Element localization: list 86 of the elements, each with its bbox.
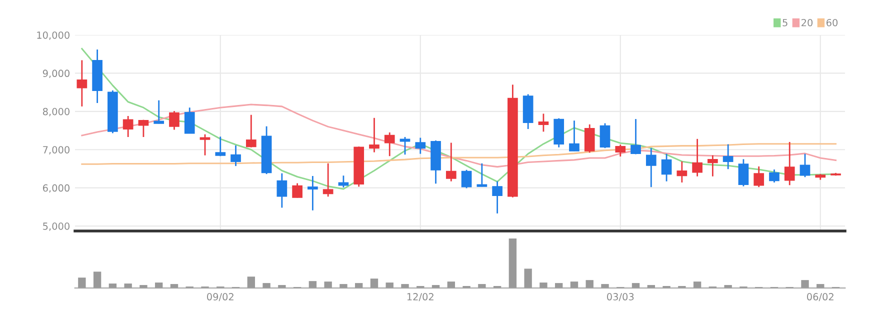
candlestick: [308, 175, 318, 212]
candlestick: [754, 166, 764, 188]
bar: [370, 278, 378, 288]
bar: [540, 282, 548, 288]
bar: [724, 285, 732, 288]
bar: [801, 280, 809, 288]
bar: [308, 281, 317, 288]
bar: [601, 284, 609, 288]
x-tick-label: 12/02: [407, 293, 434, 302]
bar: [93, 272, 102, 288]
candlestick: [708, 154, 718, 178]
line-series: [81, 104, 837, 168]
bar: [386, 282, 394, 288]
x-tick-label: 06/02: [807, 293, 834, 302]
candlestick: [722, 144, 734, 170]
candlestick: [184, 106, 195, 134]
candlestick: [322, 162, 334, 198]
x-tick-label: 03/03: [607, 293, 634, 302]
candlestick: [784, 141, 795, 186]
bar: [78, 278, 86, 288]
candlestick: [384, 132, 395, 157]
legend-label: 60: [826, 18, 838, 26]
candlestick: [200, 134, 210, 156]
bar: [140, 285, 148, 288]
bar: [478, 284, 486, 288]
bar: [816, 284, 824, 288]
candlestick: [615, 144, 626, 158]
x-tick-label: 09/02: [207, 293, 234, 302]
y-tick-label: 10,000: [37, 31, 70, 40]
bar: [340, 284, 348, 288]
bar: [447, 282, 455, 288]
candlestick: [230, 144, 241, 167]
bar: [570, 282, 578, 288]
candlestick: [369, 117, 380, 153]
y-tick-label: 7,000: [43, 146, 70, 154]
legend-label: 20: [802, 18, 813, 26]
candlestick: [538, 113, 549, 132]
candlestick: [492, 180, 502, 214]
candlestick: [630, 118, 641, 155]
candlestick: [676, 160, 688, 184]
bar: [124, 284, 132, 288]
candlestick: [415, 137, 426, 155]
legend-label: 5: [782, 19, 788, 26]
bar: [647, 285, 655, 288]
candlestick: [692, 138, 702, 178]
candlestick: [292, 182, 302, 198]
bar: [262, 283, 270, 288]
bar: [524, 268, 532, 288]
bar: [401, 284, 409, 288]
candlestick: [122, 115, 134, 138]
candlestick: [769, 168, 780, 184]
candlestick: [461, 169, 472, 189]
candlestick: [446, 142, 456, 182]
y-tick-label: 5,000: [43, 222, 70, 231]
bar: [278, 285, 286, 288]
candlestick: [76, 60, 88, 108]
candlestick: [584, 124, 595, 154]
candlestick: [646, 147, 656, 188]
candlestick: [246, 114, 256, 148]
bar: [508, 238, 517, 288]
bar: [432, 285, 440, 288]
bar: [108, 284, 117, 288]
candlestick: [138, 119, 149, 138]
bar: [155, 282, 163, 288]
y-tick-label: 8,000: [42, 108, 70, 116]
candlestick: [169, 110, 180, 130]
bar: [693, 282, 702, 288]
bar: [355, 283, 363, 288]
candlestick: [276, 172, 288, 208]
bar: [632, 283, 640, 288]
candlestick: [154, 100, 164, 124]
candlestick: [600, 122, 610, 149]
bar: [555, 283, 563, 288]
bar: [170, 284, 178, 288]
candlestick: [215, 136, 226, 157]
candlestick: [800, 153, 810, 178]
bar: [324, 282, 332, 288]
y-tick-label: 6,000: [42, 184, 70, 193]
bar: [586, 280, 594, 288]
candlestick: [661, 153, 672, 182]
candlestick: [400, 136, 410, 156]
y-tick-label: 9,000: [42, 70, 70, 78]
candlestick: [738, 158, 749, 187]
candlestick: [569, 120, 580, 152]
candlestick: [476, 162, 488, 188]
bar: [247, 276, 255, 288]
